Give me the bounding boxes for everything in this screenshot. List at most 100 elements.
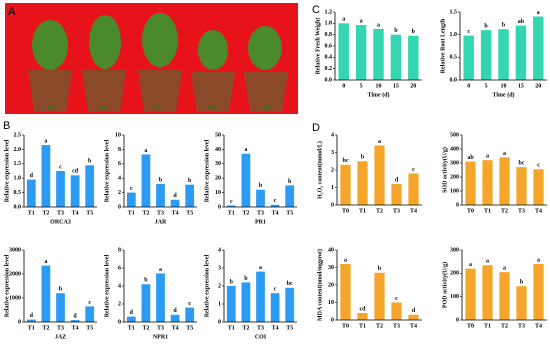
- significance-letter: b: [502, 23, 506, 29]
- y-tick-label: 0.5: [14, 190, 22, 196]
- bar: [533, 169, 544, 205]
- x-tick-label: T0: [467, 208, 474, 214]
- x-tick-label: T2: [501, 208, 508, 214]
- significance-letter: b: [244, 276, 248, 282]
- significance-letter: b: [378, 266, 382, 272]
- y-tick-label: 0: [18, 319, 21, 325]
- x-tick-label: T5: [86, 210, 93, 216]
- x-axis-label: Time (d): [367, 91, 389, 98]
- x-tick-label: 0: [467, 83, 470, 89]
- bar: [516, 286, 527, 320]
- significance-letter: d: [30, 173, 34, 179]
- x-axis-label: Time (d): [492, 91, 514, 98]
- bar: [41, 265, 51, 322]
- axes: [459, 12, 547, 81]
- axes: [334, 12, 422, 81]
- x-tick-label: T2: [142, 325, 149, 331]
- x-axis-label: JAZ: [55, 334, 66, 340]
- panel-label: C: [312, 4, 320, 16]
- y-tick-label: 2.0: [14, 147, 22, 153]
- significance-letter: b: [484, 24, 488, 30]
- x-tick-label: T3: [518, 208, 525, 214]
- y-tick-label: 0: [218, 204, 221, 210]
- x-tick-label: T2: [376, 323, 383, 329]
- bar: [56, 171, 65, 207]
- y-axis-label: H₂O₂ content(mmol/L): [316, 141, 323, 199]
- x-tick-label: T1: [228, 325, 235, 331]
- axes: [223, 135, 297, 208]
- panel-label: A: [8, 6, 16, 18]
- significance-letter: a: [44, 138, 47, 144]
- x-axis-label: ORCA3: [50, 219, 71, 225]
- significance-letter: bc: [519, 161, 525, 167]
- significance-letter: c: [188, 301, 191, 307]
- bar: [391, 184, 402, 205]
- significance-letter: a: [537, 10, 540, 16]
- x-tick-label: T1: [128, 325, 135, 331]
- x-tick-label: 15: [393, 83, 399, 89]
- y-tick-label: 0: [456, 317, 459, 323]
- x-tick-label: T4: [172, 210, 179, 216]
- y-tick-label: 300: [450, 247, 459, 253]
- y-tick-label: 3: [218, 265, 221, 271]
- significance-letter: b: [288, 179, 292, 185]
- significance-letter: b: [361, 155, 365, 161]
- significance-letter: a: [377, 22, 380, 28]
- x-tick-label: T4: [272, 325, 279, 331]
- panel-label: B: [3, 120, 10, 132]
- y-tick-label: 50: [215, 132, 221, 138]
- axes: [223, 250, 297, 323]
- x-tick-label: T2: [242, 210, 249, 216]
- bar: [340, 164, 351, 205]
- y-tick-label: 1.2: [325, 9, 333, 15]
- y-tick-label: 1000: [9, 295, 21, 301]
- bar: [70, 320, 80, 322]
- x-tick-label: T2: [501, 323, 508, 329]
- significance-letter: a: [342, 17, 345, 23]
- bar: [285, 185, 295, 207]
- axes: [461, 135, 547, 206]
- significance-letter: b: [188, 178, 192, 184]
- y-tick-label: 40: [215, 147, 221, 153]
- x-tick-label: T1: [359, 323, 366, 329]
- y-tick-label: 0: [331, 202, 334, 208]
- y-tick-label: 40: [328, 247, 334, 253]
- x-tick-label: T5: [186, 210, 193, 216]
- bar: [338, 23, 349, 80]
- x-tick-label: T4: [72, 210, 79, 216]
- y-axis-label: Relative expression level: [4, 139, 10, 202]
- significance-letter: a: [360, 18, 363, 24]
- y-tick-label: 8: [118, 147, 121, 153]
- axes: [23, 250, 97, 323]
- y-tick-label: 2: [118, 301, 121, 307]
- x-tick-label: T2: [142, 210, 149, 216]
- significance-letter: b: [88, 159, 92, 165]
- bar: [482, 160, 493, 205]
- bar: [408, 173, 419, 205]
- significance-letter: c: [130, 186, 133, 192]
- x-tick-label: T2: [42, 325, 49, 331]
- x-tick-label: T1: [28, 325, 35, 331]
- significance-letter: b: [144, 278, 148, 284]
- bar: [156, 183, 165, 207]
- significance-letter: cd: [72, 169, 79, 175]
- axes: [336, 135, 422, 206]
- bar: [126, 192, 136, 207]
- significance-letter: c: [274, 287, 277, 293]
- bar: [41, 145, 51, 207]
- x-tick-label: 0: [342, 83, 345, 89]
- x-tick-label: T3: [57, 325, 64, 331]
- significance-letter: a: [486, 259, 489, 265]
- y-tick-label: 2000: [9, 271, 21, 277]
- y-axis-label: Relative expression level: [204, 254, 210, 317]
- bar: [357, 313, 368, 320]
- bar: [141, 154, 151, 207]
- x-tick-label: T1: [484, 208, 491, 214]
- y-tick-label: 0.6: [325, 43, 333, 49]
- x-tick-label: T1: [128, 210, 135, 216]
- x-tick-label: T3: [257, 325, 264, 331]
- significance-letter: d: [412, 308, 416, 314]
- y-tick-label: 3000: [9, 247, 21, 253]
- y-tick-label: 500: [450, 132, 459, 138]
